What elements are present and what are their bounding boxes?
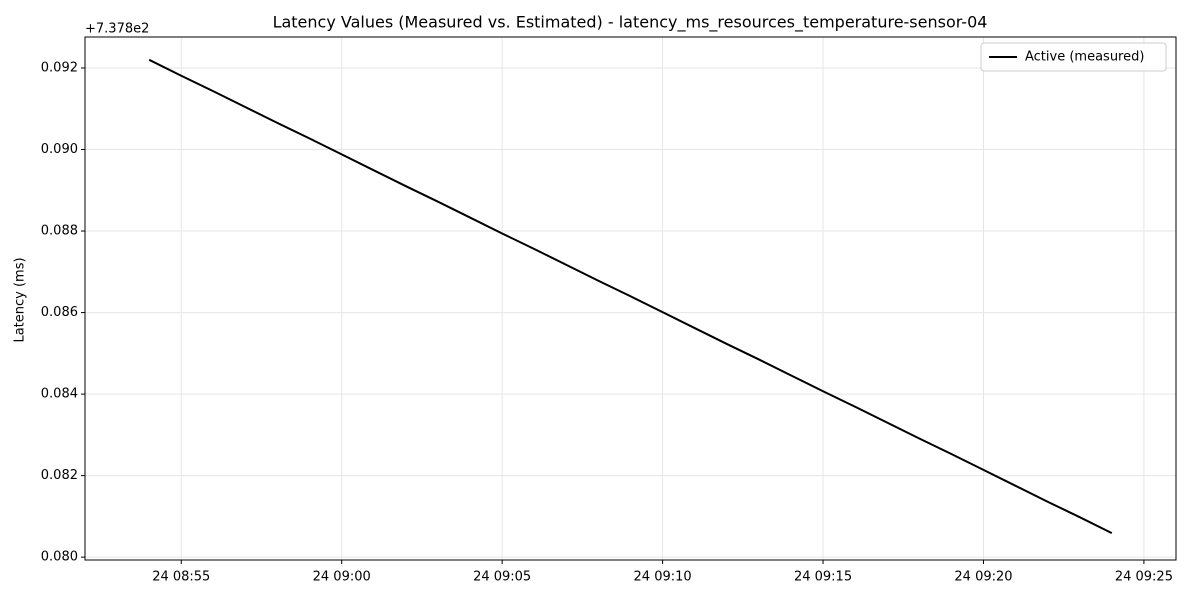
- x-tick-label: 24 09:00: [313, 570, 371, 585]
- x-tick-label: 24 09:15: [794, 570, 852, 585]
- x-tick-label: 24 09:10: [634, 570, 692, 585]
- y-tick-label: 0.088: [41, 224, 78, 239]
- x-tick-label: 24 09:20: [954, 570, 1012, 585]
- y-tick-label: 0.080: [41, 550, 78, 565]
- data-line: [148, 58, 1113, 534]
- y-tick-label: 0.086: [41, 305, 78, 320]
- x-tick-label: 24 09:25: [1115, 570, 1173, 585]
- x-tick-label: 24 08:55: [152, 570, 210, 585]
- legend-box: [980, 42, 1167, 72]
- plot-frame: [84, 36, 1177, 561]
- y-tick-label: 0.084: [41, 387, 78, 402]
- y-tick-label: 0.090: [41, 142, 78, 157]
- y-axis-label: Latency (ms): [13, 257, 28, 342]
- y-tick-label: 0.082: [41, 468, 78, 483]
- chart-title: Latency Values (Measured vs. Estimated) …: [273, 13, 988, 33]
- y-tick-label: 0.092: [41, 60, 78, 75]
- y-offset-label: +7.378e2: [85, 22, 149, 37]
- x-tick-label: 24 09:05: [473, 570, 531, 585]
- legend-label: Active (measured): [1025, 50, 1144, 65]
